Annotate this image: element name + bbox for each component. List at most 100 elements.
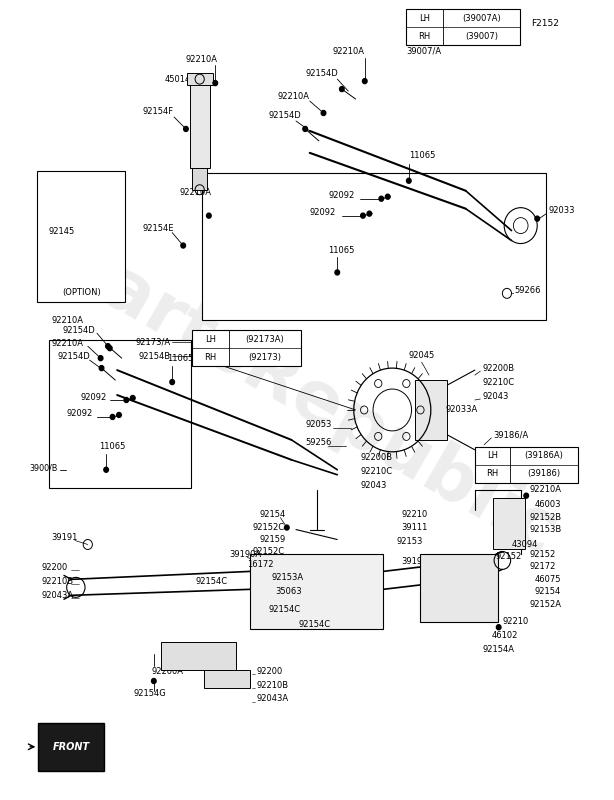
Bar [406, 10, 520, 46]
Circle shape [367, 211, 371, 216]
Circle shape [321, 110, 326, 115]
Circle shape [111, 414, 115, 419]
Text: 92043A: 92043A [42, 591, 74, 600]
Text: 92154D: 92154D [62, 326, 95, 334]
Text: 92210C: 92210C [482, 378, 515, 386]
Text: 39190A: 39190A [229, 550, 261, 559]
Text: 59266: 59266 [515, 286, 541, 295]
Circle shape [379, 196, 384, 201]
Text: (92173): (92173) [248, 353, 281, 362]
Circle shape [170, 379, 174, 385]
Circle shape [284, 525, 289, 530]
Text: 92210B: 92210B [257, 681, 289, 690]
Text: 92154D: 92154D [268, 111, 301, 121]
Text: (39186): (39186) [527, 470, 561, 478]
Bar [192, 330, 301, 366]
Bar [250, 554, 383, 630]
Text: 92210A: 92210A [333, 46, 365, 56]
Text: 92092: 92092 [67, 410, 93, 418]
Text: 92210: 92210 [402, 510, 428, 519]
Text: 46102: 46102 [491, 630, 518, 640]
Circle shape [535, 216, 540, 221]
Bar [192, 168, 207, 190]
Text: 39007/A: 39007/A [406, 46, 441, 56]
Bar [190, 83, 210, 168]
Text: 46075: 46075 [534, 575, 561, 584]
Text: 92154C: 92154C [195, 577, 227, 586]
Circle shape [386, 194, 390, 199]
Text: 92145: 92145 [49, 227, 74, 236]
Text: LH: LH [487, 451, 498, 460]
Circle shape [130, 395, 135, 401]
Text: (OPTION): (OPTION) [62, 288, 101, 297]
Circle shape [124, 398, 128, 402]
Text: 92200B: 92200B [360, 454, 392, 462]
Text: 92210: 92210 [502, 617, 529, 626]
Circle shape [99, 366, 104, 370]
Text: 92154E: 92154E [143, 224, 174, 233]
Text: 92200: 92200 [257, 666, 283, 675]
Text: 92154G: 92154G [134, 690, 166, 698]
Text: 59256: 59256 [305, 438, 332, 447]
Text: 92045: 92045 [409, 350, 435, 360]
Text: 92210C: 92210C [360, 467, 392, 476]
Circle shape [360, 213, 365, 218]
Circle shape [152, 678, 156, 683]
Circle shape [335, 270, 340, 275]
Text: 35063: 35063 [275, 587, 301, 596]
Text: 92154D: 92154D [305, 69, 338, 78]
Text: 92152B: 92152B [530, 513, 562, 522]
Text: 92172: 92172 [530, 562, 556, 571]
Text: 11065: 11065 [409, 151, 435, 160]
Text: 43094: 43094 [511, 540, 538, 549]
Text: 92154A: 92154A [482, 645, 514, 654]
Text: 11065: 11065 [168, 354, 194, 362]
Circle shape [106, 344, 111, 349]
Text: 92173/A: 92173/A [135, 338, 170, 346]
Text: 92152: 92152 [530, 550, 556, 559]
Text: RH: RH [486, 470, 499, 478]
Text: 92092: 92092 [80, 393, 107, 402]
Text: 92159: 92159 [259, 535, 286, 544]
Text: 92154C: 92154C [299, 620, 331, 629]
Text: 39111: 39111 [402, 523, 428, 532]
Text: F2152: F2152 [531, 19, 559, 28]
Text: 92053: 92053 [305, 421, 332, 430]
Circle shape [117, 413, 122, 418]
Text: 92153: 92153 [397, 537, 423, 546]
Text: 3900/B: 3900/B [29, 463, 58, 472]
Text: LH: LH [419, 14, 430, 23]
Bar [415, 380, 448, 440]
Text: 92043A: 92043A [257, 694, 289, 703]
Bar [201, 173, 546, 320]
Text: 92152A: 92152A [530, 600, 562, 609]
Text: 45014/A: 45014/A [165, 74, 200, 84]
Text: 92152: 92152 [495, 552, 521, 561]
Bar [420, 554, 498, 622]
Text: 92210A: 92210A [51, 316, 83, 325]
Circle shape [524, 493, 529, 498]
Circle shape [184, 126, 188, 131]
Text: (39186A): (39186A) [524, 451, 564, 460]
Circle shape [303, 126, 308, 131]
Circle shape [181, 243, 185, 248]
Text: 92033: 92033 [548, 206, 575, 215]
Text: 11065: 11065 [328, 246, 354, 255]
Text: 92043: 92043 [360, 482, 387, 490]
Circle shape [213, 81, 217, 86]
Bar [38, 723, 104, 770]
Bar [187, 73, 212, 85]
Text: 92153A: 92153A [271, 573, 303, 582]
Text: FRONT: FRONT [53, 742, 90, 752]
Circle shape [496, 625, 501, 630]
Text: RH: RH [204, 353, 217, 362]
Bar [37, 170, 125, 302]
Circle shape [107, 346, 112, 350]
Text: 92210B: 92210B [42, 577, 74, 586]
Circle shape [406, 178, 411, 183]
Text: 16172: 16172 [247, 560, 274, 569]
Text: 92200A: 92200A [152, 666, 184, 675]
Text: (92173A): (92173A) [246, 334, 284, 344]
Circle shape [98, 356, 103, 361]
Text: 92043: 92043 [482, 391, 508, 401]
